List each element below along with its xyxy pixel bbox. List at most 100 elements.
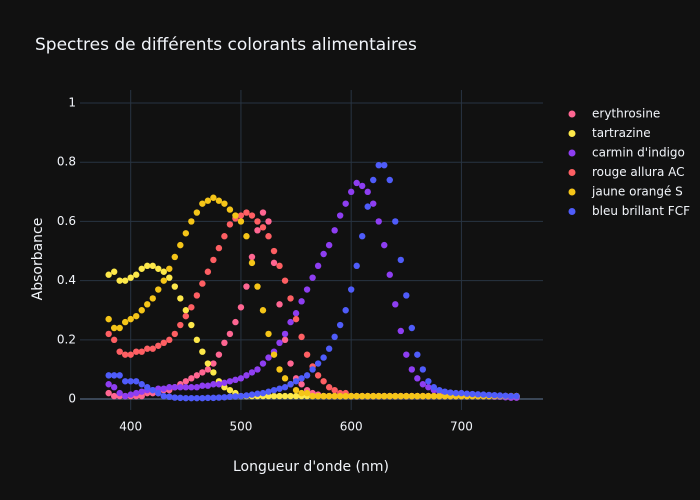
data-point (513, 392, 520, 400)
data-point (248, 212, 256, 219)
data-point (458, 389, 465, 397)
data-point (298, 389, 305, 397)
data-point (149, 345, 156, 352)
data-point (204, 268, 212, 275)
data-point (116, 277, 123, 284)
data-point (276, 339, 283, 347)
data-point (226, 393, 234, 400)
data-point (232, 212, 239, 219)
data-point (364, 203, 371, 210)
data-point (353, 392, 360, 400)
y-tick-label: 0.8 (57, 155, 76, 169)
data-point (155, 385, 162, 392)
data-point (144, 384, 151, 391)
data-point (193, 384, 201, 391)
data-point (469, 390, 476, 398)
data-point (408, 392, 416, 400)
legend-marker (568, 110, 576, 118)
data-point (127, 391, 134, 398)
data-point (314, 262, 322, 270)
data-point (237, 304, 245, 311)
data-point (303, 286, 311, 293)
data-point (303, 389, 311, 397)
data-point (375, 218, 382, 225)
data-point (254, 366, 261, 373)
data-point (298, 381, 305, 388)
data-point (226, 221, 234, 228)
data-point (381, 241, 388, 249)
data-point (160, 385, 167, 392)
data-point (166, 265, 173, 272)
data-point (199, 369, 206, 376)
data-point (375, 392, 382, 400)
data-point (171, 283, 179, 290)
data-point (325, 384, 333, 391)
data-point (110, 268, 118, 275)
data-point (336, 392, 344, 400)
y-tick-label: 0.2 (57, 332, 76, 346)
data-point (221, 200, 228, 207)
data-point (331, 386, 338, 394)
data-point (226, 330, 234, 338)
data-point (425, 378, 432, 385)
y-axis-title: Absorbance (30, 218, 46, 301)
data-point (254, 283, 261, 290)
data-point (336, 321, 344, 329)
data-point (259, 209, 267, 216)
data-point (359, 182, 366, 190)
data-point (259, 224, 267, 231)
data-point (502, 392, 509, 399)
data-point (166, 384, 173, 391)
data-point (188, 375, 195, 382)
data-point (403, 292, 410, 299)
data-point (188, 304, 195, 311)
data-point (320, 392, 327, 400)
data-point (204, 394, 212, 402)
data-point (298, 375, 305, 382)
data-point (436, 392, 443, 400)
data-point (116, 372, 123, 379)
data-point (144, 262, 151, 270)
data-point (292, 386, 300, 394)
data-point (281, 384, 289, 391)
data-point (105, 330, 112, 338)
data-point (485, 391, 493, 399)
data-point (215, 381, 223, 388)
data-point (105, 389, 112, 397)
data-point (188, 218, 195, 225)
data-point (281, 392, 289, 400)
data-point (199, 382, 206, 389)
data-point (320, 378, 327, 385)
data-point (166, 336, 173, 344)
data-point (276, 301, 283, 308)
data-point (331, 227, 338, 234)
legend-label: erythrosine (592, 107, 660, 121)
data-point (441, 392, 449, 400)
data-point (347, 392, 355, 400)
data-point (127, 274, 134, 281)
data-point (138, 307, 145, 314)
data-point (199, 280, 206, 287)
data-point (276, 392, 283, 400)
legend-label: bleu brillant FCF (592, 204, 690, 218)
data-point (265, 218, 272, 225)
data-point (121, 277, 129, 284)
data-point (248, 253, 256, 261)
data-point (254, 390, 261, 397)
data-point (121, 392, 129, 400)
data-point (105, 315, 112, 323)
data-point (160, 268, 167, 275)
data-point (375, 161, 382, 169)
data-point (121, 351, 129, 358)
data-point (210, 256, 217, 264)
data-point (397, 327, 404, 335)
data-point (265, 354, 272, 361)
data-point (243, 233, 250, 240)
data-point (386, 176, 393, 184)
data-point (314, 392, 322, 400)
data-point (144, 345, 151, 352)
data-point (199, 394, 206, 402)
data-point (270, 351, 278, 358)
data-point (166, 274, 173, 281)
data-point (243, 283, 250, 290)
